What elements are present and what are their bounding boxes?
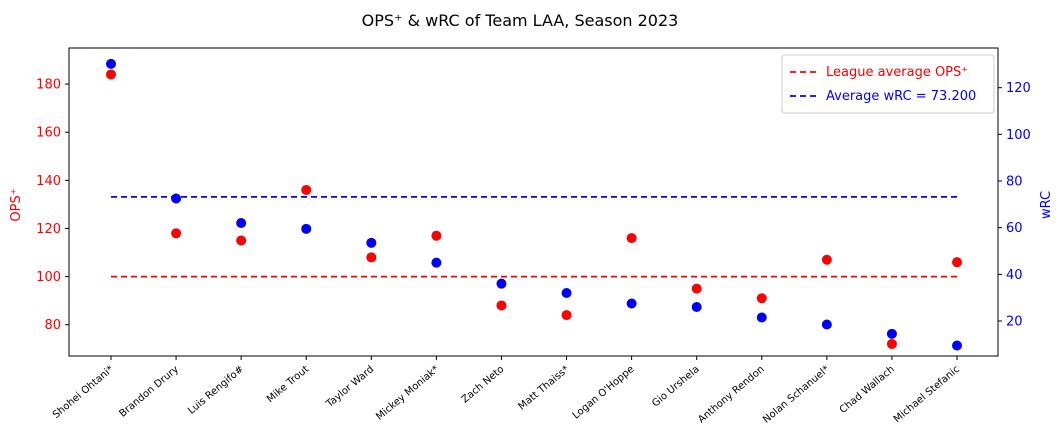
point-ops-4 bbox=[366, 252, 377, 263]
point-ops-3 bbox=[301, 184, 312, 195]
y-tick-label-right-1: 40 bbox=[1006, 268, 1023, 283]
point-ops-9 bbox=[691, 283, 702, 294]
x-tick-label-9: Gio Urshela bbox=[650, 364, 701, 410]
point-wrc-1 bbox=[171, 193, 182, 204]
chart-title: OPS⁺ & wRC of Team LAA, Season 2023 bbox=[362, 11, 679, 30]
x-tick-label-1: Brandon Drury bbox=[118, 364, 182, 420]
point-ops-13 bbox=[952, 257, 962, 268]
legend-label-wrc: Average wRC = 73.200 bbox=[826, 89, 976, 104]
legend-label-ops: League average OPS⁺ bbox=[826, 65, 968, 80]
point-wrc-13 bbox=[952, 340, 962, 351]
x-tick-label-0: Shohei Ohtani* bbox=[51, 364, 116, 421]
point-ops-8 bbox=[626, 233, 637, 244]
point-wrc-10 bbox=[756, 312, 767, 323]
plot-frame bbox=[68, 47, 999, 357]
point-ops-11 bbox=[821, 254, 832, 265]
y-axis-label-right: wRC bbox=[1039, 191, 1054, 219]
x-tick-label-3: Mike Trout bbox=[265, 364, 311, 405]
y-tick-label-left-3: 140 bbox=[36, 174, 61, 189]
y-tick-label-left-0: 80 bbox=[44, 318, 61, 333]
point-wrc-7 bbox=[561, 288, 572, 298]
point-ops-10 bbox=[756, 293, 767, 304]
point-ops-12 bbox=[886, 338, 897, 349]
point-ops-5 bbox=[431, 230, 442, 241]
x-tick-label-5: Mickey Moniak* bbox=[374, 364, 441, 423]
point-wrc-6 bbox=[496, 278, 507, 289]
point-ops-7 bbox=[561, 310, 572, 321]
y-tick-label-left-4: 160 bbox=[36, 126, 61, 141]
y-tick-label-right-0: 20 bbox=[1006, 315, 1023, 330]
x-tick-label-10: Anthony Rendon bbox=[696, 364, 766, 426]
point-ops-1 bbox=[171, 228, 182, 239]
x-tick-label-12: Chad Wallach bbox=[838, 364, 897, 416]
point-ops-2 bbox=[236, 235, 247, 246]
point-wrc-0 bbox=[106, 58, 116, 69]
y-tick-label-right-4: 100 bbox=[1006, 128, 1031, 143]
x-tick-label-6: Zach Neto bbox=[460, 364, 507, 406]
y-tick-label-left-2: 120 bbox=[36, 222, 61, 237]
point-wrc-11 bbox=[821, 319, 832, 330]
point-wrc-9 bbox=[691, 302, 702, 312]
x-tick-label-11: Nolan Schanuel* bbox=[761, 364, 832, 426]
x-tick-label-13: Michael Stefanic bbox=[892, 364, 962, 425]
y-axis-label-left: OPS⁺ bbox=[9, 188, 24, 221]
point-wrc-12 bbox=[886, 328, 897, 339]
point-wrc-4 bbox=[366, 237, 377, 248]
x-tick-label-8: Logan O'Hoppe bbox=[571, 364, 637, 422]
x-tick-label-7: Matt Thaiss* bbox=[516, 364, 571, 413]
point-wrc-5 bbox=[431, 257, 442, 268]
point-wrc-3 bbox=[301, 223, 312, 234]
point-ops-6 bbox=[496, 300, 507, 311]
point-wrc-8 bbox=[626, 298, 637, 309]
y-tick-label-left-5: 180 bbox=[36, 78, 61, 93]
point-wrc-2 bbox=[236, 218, 247, 228]
y-tick-label-right-3: 80 bbox=[1006, 175, 1023, 190]
point-ops-0 bbox=[106, 69, 116, 80]
y-tick-label-right-2: 60 bbox=[1006, 221, 1023, 236]
y-tick-label-left-1: 100 bbox=[36, 270, 61, 285]
x-tick-label-2: Luis Rengifo# bbox=[186, 364, 246, 417]
y-tick-label-right-5: 120 bbox=[1006, 81, 1031, 96]
legend: League average OPS⁺ Average wRC = 73.200 bbox=[781, 54, 995, 114]
x-tick-label-4: Taylor Ward bbox=[324, 364, 377, 411]
legend-box bbox=[781, 54, 995, 114]
